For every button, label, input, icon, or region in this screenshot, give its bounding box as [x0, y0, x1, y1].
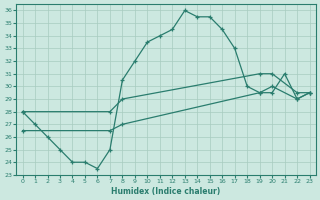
X-axis label: Humidex (Indice chaleur): Humidex (Indice chaleur)	[111, 187, 221, 196]
